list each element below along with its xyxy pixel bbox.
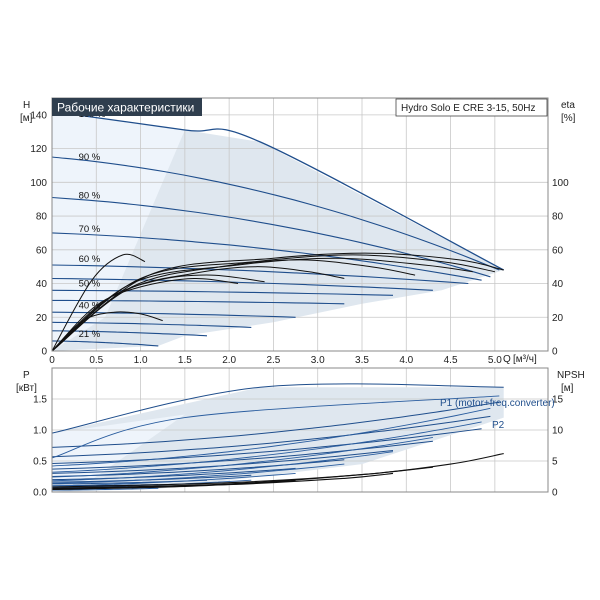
head-curve — [51, 289, 394, 296]
title-box — [52, 98, 202, 116]
y-tick-label: 40 — [36, 279, 48, 290]
top-plot-frame — [51, 97, 549, 352]
p2-curve — [51, 407, 491, 467]
y-right-axis-label: eta — [561, 100, 575, 111]
bottom-plot-frame — [51, 367, 549, 493]
efficiency-curve — [51, 266, 345, 352]
x-axis-label: Q — [503, 354, 511, 365]
x-tick-label: 4.0 — [399, 355, 413, 366]
p-tick-label: 1.0 — [33, 426, 47, 437]
y-tick-label: 100 — [30, 178, 47, 189]
p-axis-unit: [кВт] — [16, 383, 37, 394]
npsh-axis-unit: [м] — [561, 383, 574, 394]
p1-series-label: P1 (motor+freq.converter) — [440, 398, 555, 409]
p2-curve — [52, 487, 159, 491]
p1-curve — [51, 415, 491, 458]
speed-label: 80 % — [79, 190, 101, 201]
x-tick-label: 0.5 — [89, 355, 103, 366]
p2-series-label: P2 — [492, 420, 505, 431]
head-curve — [51, 196, 491, 278]
y-tick-label: 60 — [36, 245, 48, 256]
p-axis-label: P — [23, 370, 30, 381]
y-tick-label: 140 — [30, 110, 47, 121]
p2-curve — [51, 436, 433, 478]
p-tick-label: 0.0 — [33, 488, 47, 499]
y-tick-label: 20 — [36, 313, 48, 324]
x-tick-label: 2.5 — [266, 355, 280, 366]
speed-label: 60 % — [79, 254, 101, 265]
p-tick-label: 1.5 — [33, 395, 47, 406]
chart-title: Рабочие характеристики — [57, 101, 194, 115]
y-right-tick-label: 40 — [552, 279, 564, 290]
x-tick-label: 5.0 — [488, 355, 502, 366]
head-curve — [51, 110, 505, 271]
efficiency-curve — [51, 252, 504, 352]
x-tick-label: 3.0 — [311, 355, 325, 366]
x-axis-unit: [м³/ч] — [513, 354, 537, 365]
x-tick-label: 3.5 — [355, 355, 369, 366]
head-curve — [51, 299, 345, 305]
head-curve — [51, 277, 433, 291]
p1-curve — [51, 401, 500, 448]
npsh-curve — [51, 480, 296, 491]
p2-curve — [51, 395, 500, 459]
p2-curve — [51, 421, 482, 473]
x-tick-label: 1.0 — [134, 355, 148, 366]
p-tick-label: 0.5 — [33, 457, 47, 468]
y-axis-label: H — [23, 100, 30, 111]
npsh-tick-label: 5 — [552, 457, 558, 468]
y-tick-label: 120 — [30, 144, 47, 155]
efficiency-curve — [51, 277, 239, 352]
efficiency-curve — [51, 253, 146, 352]
head-curve — [51, 232, 482, 281]
x-tick-label: 4.5 — [444, 355, 458, 366]
head-curve — [51, 264, 469, 285]
y-right-tick-label: 80 — [552, 212, 564, 223]
npsh-tick-label: 10 — [552, 426, 564, 437]
x-tick-label: 2.0 — [222, 355, 236, 366]
head-curve — [51, 340, 159, 347]
p1-curve — [51, 428, 482, 464]
y-right-tick-label: 100 — [552, 178, 569, 189]
efficiency-curve — [51, 311, 163, 352]
x-tick-label: 1.5 — [178, 355, 192, 366]
bottom-operating-area — [52, 387, 504, 492]
head-curve — [51, 330, 208, 337]
y-axis-unit: [м] — [20, 113, 33, 124]
p1-curve — [51, 467, 296, 481]
y-right-axis-unit: [%] — [561, 113, 576, 124]
head-curve — [51, 321, 252, 328]
efficiency-curve — [51, 274, 265, 352]
npsh-tick-label: 15 — [552, 395, 564, 406]
p2-curve — [51, 472, 296, 487]
speed-label: 21 % — [79, 329, 101, 340]
model-box — [395, 98, 548, 117]
efficiency-curve — [51, 257, 473, 352]
y-right-tick-label: 0 — [552, 347, 558, 358]
y-right-tick-label: 20 — [552, 313, 564, 324]
npsh-axis-label: NPSH — [557, 370, 585, 381]
y-right-tick-label: 60 — [552, 245, 564, 256]
speed-label: 40 % — [79, 301, 101, 312]
p1-curve — [51, 383, 504, 434]
head-curve — [51, 156, 500, 271]
y-tick-label: 0 — [41, 347, 47, 358]
p1-curve — [51, 440, 433, 470]
p2-curve — [51, 451, 394, 482]
x-tick-label: 0 — [49, 355, 55, 366]
p2-curve — [51, 463, 345, 484]
speed-label: 70 % — [79, 224, 101, 235]
efficiency-curve — [51, 254, 495, 352]
model-label: Hydro Solo E CRE 3-15, 50Hz — [401, 103, 536, 114]
speed-label: 90 % — [79, 152, 101, 163]
npsh-tick-label: 0 — [552, 488, 558, 499]
y-tick-label: 80 — [36, 212, 48, 223]
